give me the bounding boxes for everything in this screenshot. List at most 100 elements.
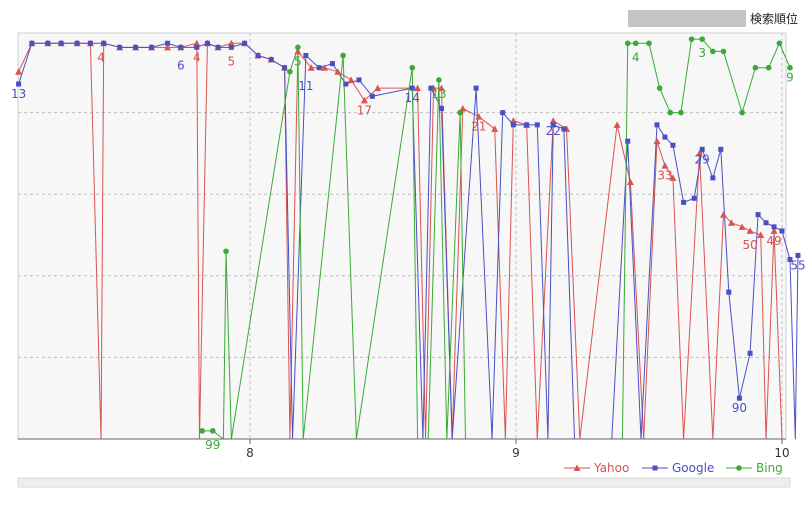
data-point-triangle <box>727 219 735 226</box>
data-point-square <box>303 52 309 58</box>
x-tick-label: 9 <box>512 446 520 460</box>
data-point-square <box>87 40 93 46</box>
data-point-square <box>194 44 200 50</box>
data-label: 4 <box>97 50 105 64</box>
masked-keyword-box <box>627 10 746 27</box>
data-point-circle <box>688 36 695 42</box>
data-point-square <box>510 122 516 128</box>
data-point-square <box>409 85 415 91</box>
data-point-triangle <box>757 231 765 238</box>
grid-lines <box>18 33 786 439</box>
data-point-circle <box>752 64 759 71</box>
data-label: 13 <box>431 87 446 101</box>
data-label: 5 <box>294 54 302 68</box>
data-point-square <box>779 228 785 234</box>
data-point-square <box>255 52 261 58</box>
data-point-circle <box>646 40 652 47</box>
legend-label: Yahoo <box>593 461 629 475</box>
data-label: 90 <box>732 401 747 415</box>
data-label: 29 <box>695 152 710 166</box>
data-point-circle <box>678 109 684 116</box>
data-point-square <box>45 40 51 46</box>
data-point-circle <box>199 428 205 434</box>
chart-header: 検索順位 <box>627 10 798 27</box>
data-point-circle <box>223 248 229 255</box>
legend-label: Bing <box>756 461 783 475</box>
data-point-square <box>670 142 676 148</box>
data-point-triangle <box>626 178 634 185</box>
data-point-square <box>133 44 139 50</box>
data-point-square <box>736 395 742 401</box>
data-point-square <box>329 61 335 67</box>
data-point-square <box>787 256 793 262</box>
data-point-square <box>204 40 210 46</box>
data-point-triangle <box>307 64 315 71</box>
data-point-square <box>428 85 434 91</box>
data-point-triangle <box>770 227 778 234</box>
data-label: 11 <box>298 79 313 93</box>
data-point-circle <box>209 428 216 434</box>
data-point-square <box>691 195 697 201</box>
data-label: 50 <box>742 238 757 252</box>
data-point-triangle <box>719 211 727 218</box>
data-label: 17 <box>357 103 372 117</box>
data-label: 14 <box>405 91 420 105</box>
data-point-circle <box>656 85 663 91</box>
data-point-triangle <box>320 64 328 71</box>
data-point-square <box>652 465 658 471</box>
data-point-square <box>795 252 801 258</box>
data-point-triangle <box>438 84 446 92</box>
chart-title: 検索順位 <box>749 12 798 26</box>
data-point-square <box>58 40 64 46</box>
data-point-circle <box>776 40 783 47</box>
data-point-square <box>681 199 687 205</box>
data-point-square <box>747 350 753 356</box>
data-point-square <box>561 126 567 132</box>
data-point-square <box>369 93 375 99</box>
data-point-triangle <box>475 113 483 120</box>
data-point-square <box>343 81 349 87</box>
x-axis-ticks: 8 9 10 <box>246 439 790 460</box>
data-point-circle <box>409 64 416 71</box>
data-point-triangle <box>294 47 302 55</box>
data-point-square <box>710 175 716 181</box>
data-point-triangle <box>696 149 704 157</box>
data-point-circle <box>457 109 463 116</box>
data-point-square <box>215 44 221 50</box>
scrollbar-track[interactable] <box>17 477 791 488</box>
data-point-circle <box>739 109 745 116</box>
data-point-square <box>242 40 248 46</box>
data-point-triangle <box>15 68 23 75</box>
data-point-square <box>101 40 107 46</box>
data-point-circle <box>699 36 705 42</box>
data-point-square <box>29 40 35 46</box>
data-point-triangle <box>653 137 661 145</box>
data-point-square <box>282 65 288 71</box>
data-point-square <box>356 77 362 83</box>
data-label: 13 <box>11 87 26 101</box>
data-point-triangle <box>573 464 581 471</box>
data-label: 99 <box>205 438 220 452</box>
data-label: 9 <box>786 71 794 85</box>
data-point-circle <box>667 109 674 116</box>
x-tick-label: 10 <box>774 446 789 460</box>
data-point-circle <box>340 52 346 59</box>
data-point-circle <box>624 40 631 47</box>
data-point-square <box>149 44 155 50</box>
data-label: 49 <box>766 234 781 248</box>
data-point-circle <box>765 64 772 71</box>
series-markers <box>15 36 801 434</box>
data-label: 33 <box>657 169 672 183</box>
data-point-square <box>699 146 705 152</box>
data-point-square <box>718 146 724 152</box>
data-point-triangle <box>334 68 342 75</box>
data-point-triangle <box>661 162 669 169</box>
data-point-square <box>726 289 732 295</box>
data-point-square <box>755 212 761 218</box>
data-label: 55 <box>790 258 805 272</box>
data-label: 21 <box>471 120 486 134</box>
data-label: 4 <box>632 50 640 64</box>
data-point-square <box>117 44 123 50</box>
data-label: 3 <box>698 46 706 60</box>
